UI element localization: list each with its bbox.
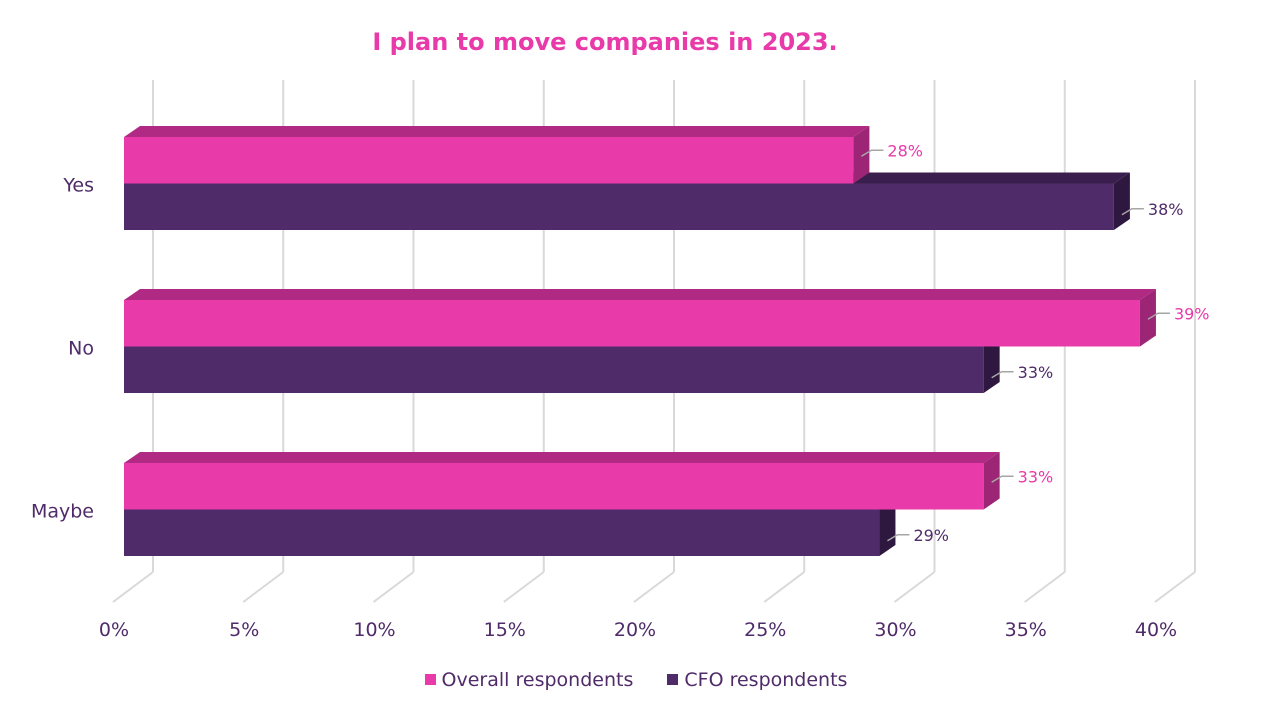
- chart-title: I plan to move companies in 2023.: [372, 28, 838, 56]
- floor-line-7: [1024, 571, 1066, 603]
- legend-swatch-overall: [424, 674, 436, 685]
- bar-side-cfo-no: [983, 335, 1000, 393]
- floor-line-8: [1154, 571, 1196, 603]
- floor-line-3: [503, 571, 545, 603]
- x-tick-label-1: 5%: [229, 619, 259, 641]
- bar-side-overall-yes: [853, 126, 870, 184]
- x-tick-label-6: 30%: [874, 619, 916, 641]
- data-label-cfo-yes: 38%: [1148, 200, 1184, 219]
- y-category-label-2: Maybe: [31, 501, 94, 523]
- data-label-cfo-no: 33%: [1018, 363, 1054, 382]
- bar-overall-no: [124, 300, 1140, 347]
- legend-swatch-cfo: [667, 674, 679, 685]
- floor-line-2: [372, 571, 415, 603]
- bar-top-overall-no: [124, 289, 1156, 300]
- x-tick-label-7: 35%: [1005, 619, 1047, 641]
- floor-line-6: [893, 571, 936, 603]
- x-tick-label-3: 15%: [484, 619, 526, 641]
- bar-top-overall-maybe: [124, 452, 1000, 463]
- x-tick-label-0: 0%: [99, 619, 129, 641]
- bar-cfo-yes: [124, 183, 1114, 230]
- y-category-label-1: No: [68, 338, 94, 360]
- data-label-leader-overall-no: [1147, 312, 1170, 320]
- data-label-leader-overall-yes: [861, 149, 884, 157]
- floor-line-5: [763, 571, 805, 603]
- data-label-cfo-maybe: 29%: [913, 526, 949, 545]
- x-tick-label-4: 20%: [614, 619, 656, 641]
- y-category-label-0: Yes: [62, 175, 94, 197]
- data-label-overall-yes: 28%: [887, 141, 923, 160]
- bar-overall-maybe: [124, 463, 984, 510]
- bar-side-overall-no: [1139, 289, 1156, 347]
- x-tick-label-8: 40%: [1135, 619, 1177, 641]
- floor-line-0: [112, 571, 154, 603]
- floor-line-1: [242, 571, 284, 603]
- bar-top-overall-yes: [124, 126, 870, 137]
- x-tick-label-5: 25%: [744, 619, 786, 641]
- data-label-overall-maybe: 33%: [1018, 467, 1054, 486]
- bar-overall-yes: [124, 137, 854, 184]
- floor-line-4: [633, 571, 675, 603]
- legend-label-cfo: CFO respondents: [684, 668, 848, 691]
- legend-item-overall[interactable]: Overall respondents: [424, 668, 634, 691]
- data-label-leader-cfo-maybe: [887, 534, 910, 542]
- bar-side-cfo-maybe: [879, 498, 896, 556]
- data-label-overall-no: 39%: [1174, 304, 1210, 323]
- bar-side-overall-maybe: [983, 452, 1000, 510]
- legend-item-cfo[interactable]: CFO respondents: [667, 669, 847, 691]
- chart-legend: Overall respondents CFO respondents: [0, 668, 1265, 691]
- legend-label-overall: Overall respondents: [441, 668, 634, 691]
- bar-cfo-maybe: [124, 509, 880, 556]
- x-tick-label-2: 10%: [353, 619, 395, 641]
- bar-side-cfo-yes: [1113, 172, 1130, 230]
- data-label-leader-cfo-yes: [1121, 208, 1144, 216]
- data-label-leader-cfo-no: [991, 371, 1014, 379]
- bar-cfo-no: [124, 346, 984, 393]
- data-label-leader-overall-maybe: [991, 475, 1014, 483]
